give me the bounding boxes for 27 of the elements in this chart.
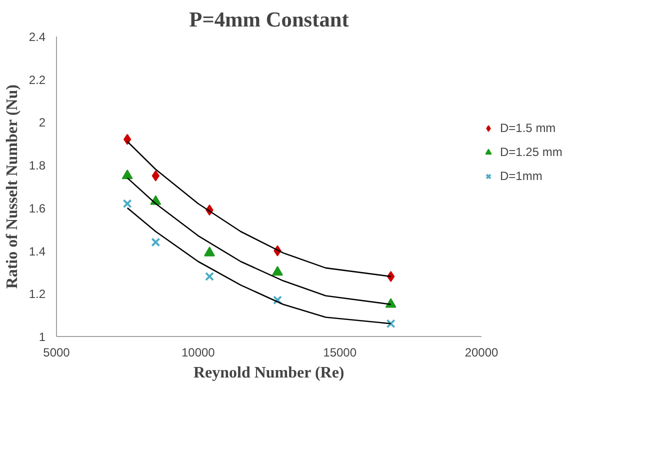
y-tick-label: 1 xyxy=(38,330,46,344)
legend-label: D=1.25 mm xyxy=(500,145,562,159)
x-tick-label: 5000 xyxy=(43,346,70,360)
x-axis-title: Reynold Number (Re) xyxy=(193,364,344,382)
line-series xyxy=(126,207,392,324)
y-tick-label: 2.2 xyxy=(28,72,46,87)
y-tick-label: 1.8 xyxy=(28,158,46,173)
point xyxy=(272,266,283,276)
legend-label: D=1mm xyxy=(500,169,542,183)
point xyxy=(386,319,396,328)
y-tick-label: 1.4 xyxy=(28,244,46,258)
point xyxy=(204,272,214,282)
point xyxy=(151,238,160,247)
x-tick-label: 20000 xyxy=(464,346,499,360)
y-tick-label: 1.6 xyxy=(28,201,46,216)
legend-label: D=1.5 mm xyxy=(500,121,556,135)
point xyxy=(204,246,215,256)
y-tick-label: 1.2 xyxy=(28,287,46,302)
y-tick-label: 2.4 xyxy=(28,30,46,44)
chart-title: P=4mm Constant xyxy=(189,8,350,32)
x-tick-label: 15000 xyxy=(323,346,357,360)
x-tick-label: 10000 xyxy=(181,346,216,360)
point xyxy=(272,296,282,305)
point xyxy=(122,199,132,208)
point xyxy=(122,170,133,180)
y-axis-title: Ratio of Nusselt Number (Nu) xyxy=(4,84,21,289)
y-tick-label: 2 xyxy=(38,116,46,130)
